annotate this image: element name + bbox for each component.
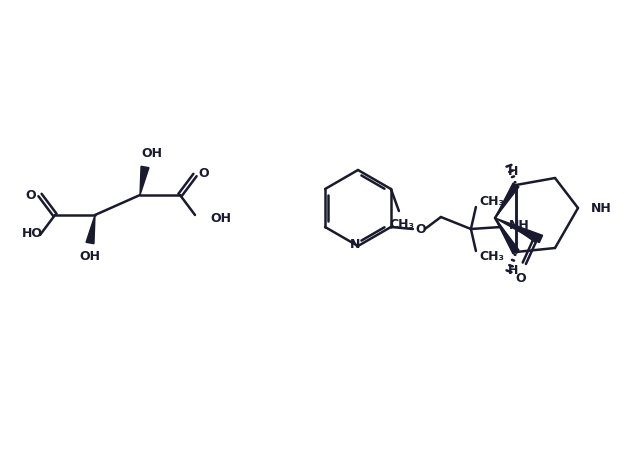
Text: OH: OH <box>79 251 100 264</box>
Text: CH₃: CH₃ <box>479 195 504 207</box>
Text: N: N <box>350 237 360 251</box>
Text: NH: NH <box>509 219 530 232</box>
Text: H: H <box>508 164 518 178</box>
Polygon shape <box>86 215 95 244</box>
Polygon shape <box>495 218 543 243</box>
Text: NH: NH <box>591 202 612 214</box>
Polygon shape <box>495 218 519 254</box>
Polygon shape <box>495 183 519 218</box>
Text: CH₃: CH₃ <box>389 218 415 230</box>
Text: O: O <box>26 188 36 202</box>
Text: HO: HO <box>22 227 43 240</box>
Text: O: O <box>415 222 426 235</box>
Text: H: H <box>508 264 518 276</box>
Text: OH: OH <box>141 147 163 159</box>
Text: CH₃: CH₃ <box>479 251 504 264</box>
Text: OH: OH <box>210 212 231 225</box>
Text: O: O <box>516 272 526 284</box>
Text: O: O <box>198 166 209 180</box>
Polygon shape <box>140 166 149 195</box>
